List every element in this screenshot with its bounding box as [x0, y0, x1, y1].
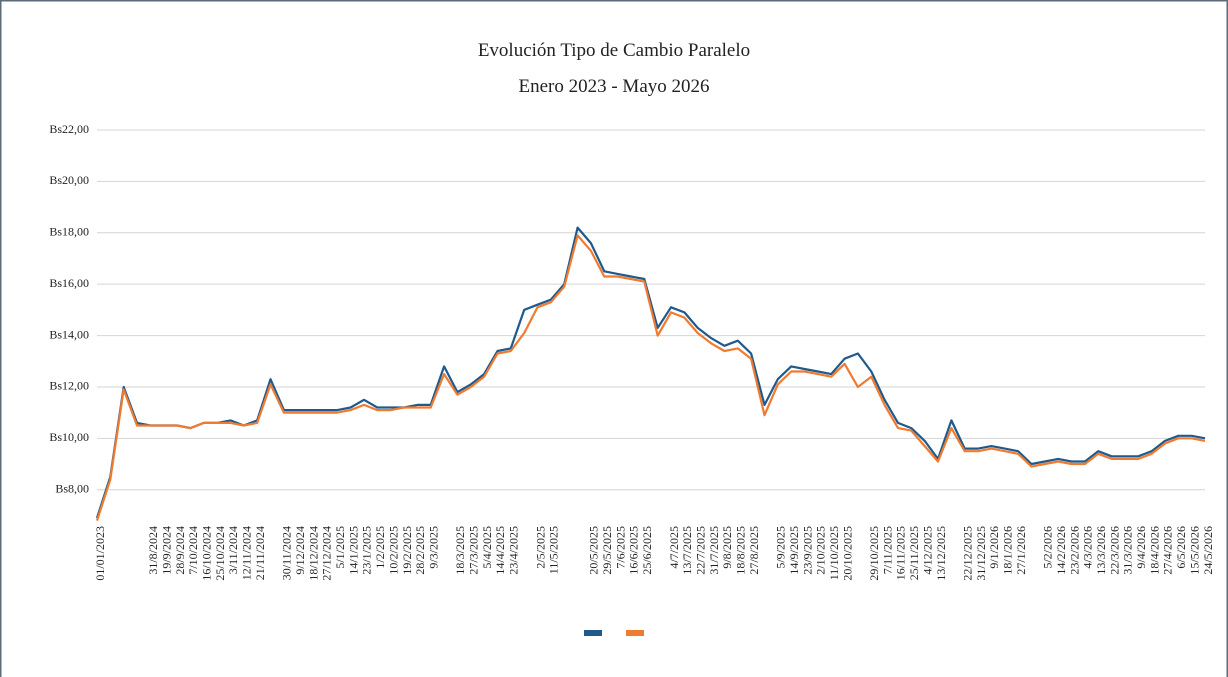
x-tick-label: 14/9/2025: [787, 526, 801, 575]
x-tick-label: 19/2/2025: [400, 526, 414, 575]
x-tick-label: 10/2/2025: [386, 526, 400, 575]
x-tick-label: 5/4/2025: [480, 526, 494, 569]
x-tick-label: 9/3/2025: [426, 526, 440, 569]
y-tick-label: Bs8,00: [55, 481, 89, 495]
x-tick-label: 5/9/2025: [774, 526, 788, 569]
x-tick-label: 11/10/2025: [827, 526, 841, 580]
x-tick-label: 18/4/2026: [1147, 526, 1161, 575]
x-tick-label: 16/11/2025: [894, 526, 908, 580]
x-tick-label: 7/10/2024: [186, 526, 200, 575]
x-tick-label: 4/12/2025: [920, 526, 934, 575]
x-tick-label: 31/7/2025: [707, 526, 721, 575]
data-line: [95, 234, 1206, 521]
x-tick-label: 4/7/2025: [667, 526, 681, 569]
x-tick-label: 25/11/2025: [907, 526, 921, 580]
x-tick-label: 31/12/2025: [974, 526, 988, 581]
x-tick-label: 14/4/2025: [493, 526, 507, 575]
y-tick-label: Bs16,00: [49, 276, 89, 290]
x-tick-label: 13/12/2025: [934, 526, 948, 581]
legend-swatch: [584, 630, 602, 636]
legend-swatch: [626, 630, 644, 636]
x-tick-label: 9/12/2024: [293, 526, 307, 575]
chart-title: Evolución Tipo de Cambio Paralelo: [478, 40, 750, 61]
x-tick-label: 29/10/2025: [867, 526, 881, 581]
x-tick-label: 5/2/2026: [1041, 526, 1055, 569]
x-tick-label: 23/9/2025: [800, 526, 814, 575]
y-tick-label: Bs12,00: [49, 379, 89, 393]
x-tick-label: 11/5/2025: [547, 526, 561, 574]
x-tick-label: 15/5/2026: [1187, 526, 1201, 575]
x-tick-label: 2/5/2025: [533, 526, 547, 569]
x-tick-label: 23/2/2026: [1067, 526, 1081, 575]
x-tick-label: 9/1/2026: [987, 526, 1001, 569]
x-tick-label: 22/7/2025: [693, 526, 707, 575]
x-tick-label: 21/11/2024: [253, 526, 267, 580]
x-tick-label: 27/4/2026: [1161, 526, 1175, 575]
x-tick-label: 23/4/2025: [507, 526, 521, 575]
x-tick-label: 14/2/2026: [1054, 526, 1068, 575]
x-tick-label: 30/11/2024: [280, 526, 294, 580]
x-tick-label: 27/1/2026: [1014, 526, 1028, 575]
x-tick-label: 14/1/2025: [346, 526, 360, 575]
x-tick-label: 28/2/2025: [413, 526, 427, 575]
x-tick-label: 29/5/2025: [600, 526, 614, 575]
x-tick-label: 5/1/2025: [333, 526, 347, 569]
x-tick-label: 22/12/2025: [960, 526, 974, 581]
x-tick-label: 1/2/2025: [373, 526, 387, 569]
x-tick-label: 18/3/2025: [453, 526, 467, 575]
x-tick-label: 4/3/2026: [1081, 526, 1095, 569]
x-tick-label: 16/10/2024: [200, 526, 214, 581]
y-tick-label: Bs18,00: [49, 225, 89, 239]
y-tick-label: Bs22,00: [49, 122, 89, 136]
x-tick-label: 25/10/2024: [213, 526, 227, 581]
x-tick-label: 28/9/2024: [173, 526, 187, 575]
x-tick-label: 9/4/2026: [1134, 526, 1148, 569]
x-tick-label: 27/12/2024: [320, 526, 334, 581]
x-tick-label: 7/11/2025: [880, 526, 894, 574]
y-tick-label: Bs14,00: [49, 327, 89, 341]
x-tick-label: 27/3/2025: [467, 526, 481, 575]
data-line: [95, 226, 1206, 519]
x-tick-label: 31/3/2026: [1121, 526, 1135, 575]
x-tick-label: 31/8/2024: [146, 526, 160, 575]
x-tick-label: 9/8/2025: [720, 526, 734, 569]
x-tick-label: 12/11/2024: [240, 526, 254, 580]
x-tick-label: 22/3/2026: [1107, 526, 1121, 575]
y-tick-label: Bs20,00: [49, 173, 89, 187]
x-tick-label: 13/3/2026: [1094, 526, 1108, 575]
x-tick-label: 20/10/2025: [840, 526, 854, 581]
x-tick-label: 18/12/2024: [306, 526, 320, 581]
x-tick-label: 13/7/2025: [680, 526, 694, 575]
x-tick-label: 18/1/2026: [1001, 526, 1015, 575]
x-tick-label: 7/6/2025: [613, 526, 627, 569]
chart-subtitle: Enero 2023 - Mayo 2026: [518, 76, 709, 97]
x-tick-label: 3/11/2024: [226, 526, 240, 574]
x-tick-label: 6/5/2026: [1174, 526, 1188, 569]
y-tick-label: Bs10,00: [49, 430, 89, 444]
x-tick-label: 24/5/2026: [1201, 526, 1215, 575]
x-tick-label: 2/10/2025: [814, 526, 828, 575]
x-tick-label: 16/6/2025: [627, 526, 641, 575]
x-tick-label: 01/01/2023: [93, 526, 107, 581]
x-tick-label: 23/1/2025: [360, 526, 374, 575]
x-tick-label: 20/5/2025: [587, 526, 601, 575]
x-tick-label: 18/8/2025: [734, 526, 748, 575]
x-tick-label: 27/8/2025: [747, 526, 761, 575]
x-tick-label: 25/6/2025: [640, 526, 654, 575]
x-tick-label: 19/9/2024: [159, 526, 173, 575]
